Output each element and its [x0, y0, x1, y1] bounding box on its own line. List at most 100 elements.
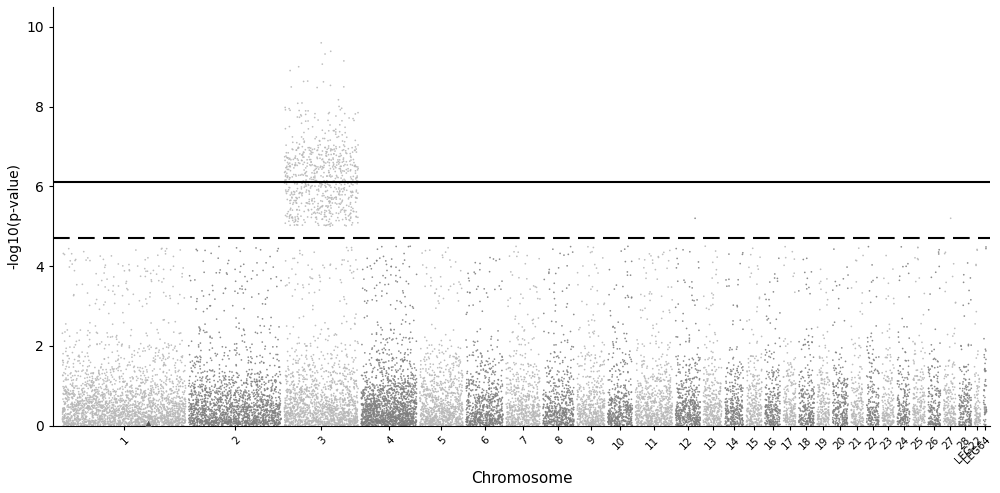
Point [122, 383, 138, 391]
Point [944, 390, 960, 398]
Point [231, 390, 247, 398]
Point [961, 415, 977, 423]
Point [147, 404, 163, 412]
Point [486, 379, 502, 387]
Point [130, 262, 146, 270]
Point [487, 390, 503, 398]
Point [741, 400, 757, 408]
Point [608, 281, 624, 289]
Point [468, 399, 484, 407]
Point [164, 410, 180, 418]
Point [750, 420, 766, 427]
Point [199, 368, 215, 376]
Point [334, 417, 350, 425]
Point [101, 408, 117, 416]
Point [70, 352, 86, 360]
Point [509, 334, 525, 342]
Point [493, 285, 509, 293]
Point [233, 418, 249, 425]
Point [494, 380, 510, 388]
Point [874, 410, 890, 418]
Point [234, 403, 250, 411]
Point [259, 399, 275, 407]
Point [195, 308, 211, 316]
Point [896, 418, 912, 426]
Point [704, 410, 720, 418]
Point [845, 402, 861, 410]
Point [717, 384, 733, 392]
Point [905, 407, 921, 415]
Point [257, 410, 273, 418]
Point [677, 412, 693, 420]
Point [511, 388, 527, 396]
Point [395, 366, 411, 374]
Point [346, 385, 362, 393]
Point [928, 385, 944, 393]
Point [826, 396, 842, 404]
Point [689, 414, 705, 422]
Point [422, 421, 438, 428]
Point [576, 392, 592, 400]
Point [194, 375, 210, 383]
Point [116, 319, 132, 327]
Point [944, 417, 960, 425]
Point [221, 419, 237, 427]
Point [661, 417, 677, 424]
Point [814, 391, 830, 399]
Point [915, 411, 931, 419]
Point [500, 422, 516, 429]
Point [500, 399, 516, 407]
Point [394, 420, 410, 428]
Point [197, 387, 213, 394]
Point [971, 375, 987, 383]
Point [285, 386, 301, 393]
Point [140, 422, 156, 429]
Point [379, 267, 395, 275]
Point [133, 387, 149, 394]
Point [321, 181, 337, 189]
Point [342, 167, 358, 175]
Point [162, 396, 178, 404]
Point [891, 418, 907, 426]
Point [552, 414, 568, 422]
Point [71, 397, 87, 405]
Point [136, 416, 152, 424]
Point [633, 413, 649, 421]
Point [403, 392, 419, 400]
Point [768, 416, 784, 423]
Point [520, 360, 536, 368]
Point [893, 417, 909, 424]
Point [879, 418, 895, 425]
Point [277, 408, 293, 416]
Point [544, 387, 560, 395]
Point [76, 422, 92, 429]
Point [845, 402, 861, 410]
Point [852, 405, 868, 413]
Point [664, 421, 680, 429]
Point [587, 317, 603, 324]
Point [463, 415, 479, 423]
Point [707, 363, 723, 371]
Point [535, 417, 551, 424]
Point [69, 418, 85, 425]
Point [384, 413, 400, 421]
Point [195, 403, 211, 411]
Point [399, 408, 415, 416]
Point [66, 343, 82, 351]
Point [470, 409, 486, 417]
Point [863, 298, 879, 306]
Point [867, 411, 883, 419]
Point [463, 402, 479, 410]
Point [611, 398, 627, 406]
Point [313, 325, 329, 333]
Point [690, 400, 706, 408]
Point [797, 407, 813, 415]
Point [659, 411, 675, 419]
Point [294, 178, 310, 186]
Point [189, 422, 205, 429]
Point [821, 347, 837, 355]
Point [211, 361, 227, 369]
Point [259, 407, 275, 415]
Point [643, 393, 659, 401]
Point [637, 304, 653, 312]
